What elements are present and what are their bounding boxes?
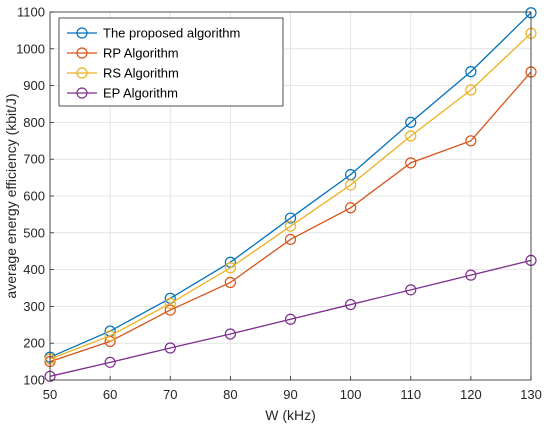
y-tick-label: 300 [23,299,45,314]
data-point [224,328,236,340]
data-point [345,298,357,311]
data-point [224,262,236,274]
data-point [164,304,176,316]
legend-label: RS Algorithm [103,66,179,81]
x-tick-label: 90 [283,387,297,402]
legend-marker [76,27,88,39]
data-point [405,116,417,129]
data-point [224,276,236,289]
y-tick-label: 1000 [16,41,45,56]
grid-lines [49,11,532,381]
data-point [284,212,297,224]
data-point [465,269,477,281]
data-point [405,157,417,169]
x-axis-label: W (kHz) [265,407,316,423]
legend: The proposed algorithm RP Algorithm RS Alg… [58,17,284,107]
y-tick-label: 700 [23,152,45,167]
y-tick-label: 200 [23,336,45,351]
legend-label: The proposed algorithm [103,26,240,41]
y-axis-label: average energy efficiency (kbit/J) [3,93,19,298]
legend-item: EP Algorithm [67,86,178,101]
data-point [164,342,176,354]
x-tick-label: 130 [520,387,542,402]
y-tick-label: 400 [23,262,45,277]
series-4 [44,254,537,382]
x-tick-label: 50 [43,387,57,402]
data-point [104,330,116,342]
data-point [284,233,297,246]
y-tick-label: 100 [23,373,45,388]
data-point [465,84,477,96]
data-point [104,356,116,368]
data-point [465,135,477,147]
y-tick-label: 1100 [17,5,45,20]
y-tick-label: 500 [23,225,45,240]
legend-marker [76,47,88,59]
data-point [465,66,477,78]
data-point [405,130,417,142]
x-tick-label: 70 [163,387,177,402]
series-line [49,12,532,358]
x-tick-label: 100 [340,387,362,402]
y-tick-label: 900 [23,78,45,93]
legend-marker [76,87,88,99]
legend-item: The proposed algorithm [67,26,240,41]
y-tick-label: 600 [23,189,45,204]
data-point [284,313,297,325]
series-line [49,32,532,360]
data-point [164,297,176,310]
legend-label: EP Algorithm [103,86,178,101]
series-line [49,71,532,363]
x-tick-label: 120 [460,387,482,402]
series-line [49,259,532,377]
data-point [345,202,357,214]
data-point [345,179,357,191]
axis-ticks: 50 60 70 80 90 100 110 120 130 100 200 300 400 500 600… [16,5,542,403]
data-point [284,220,297,232]
x-tick-label: 60 [103,387,117,402]
data-point [405,284,417,296]
x-tick-label: 110 [400,387,421,402]
x-tick-label: 80 [223,387,237,402]
legend-label: RP Algorithm [103,46,179,61]
legend-item: RP Algorithm [67,46,179,61]
legend-item: RS Algorithm [67,66,179,81]
y-tick-label: 800 [23,115,45,130]
legend-marker [76,67,88,79]
